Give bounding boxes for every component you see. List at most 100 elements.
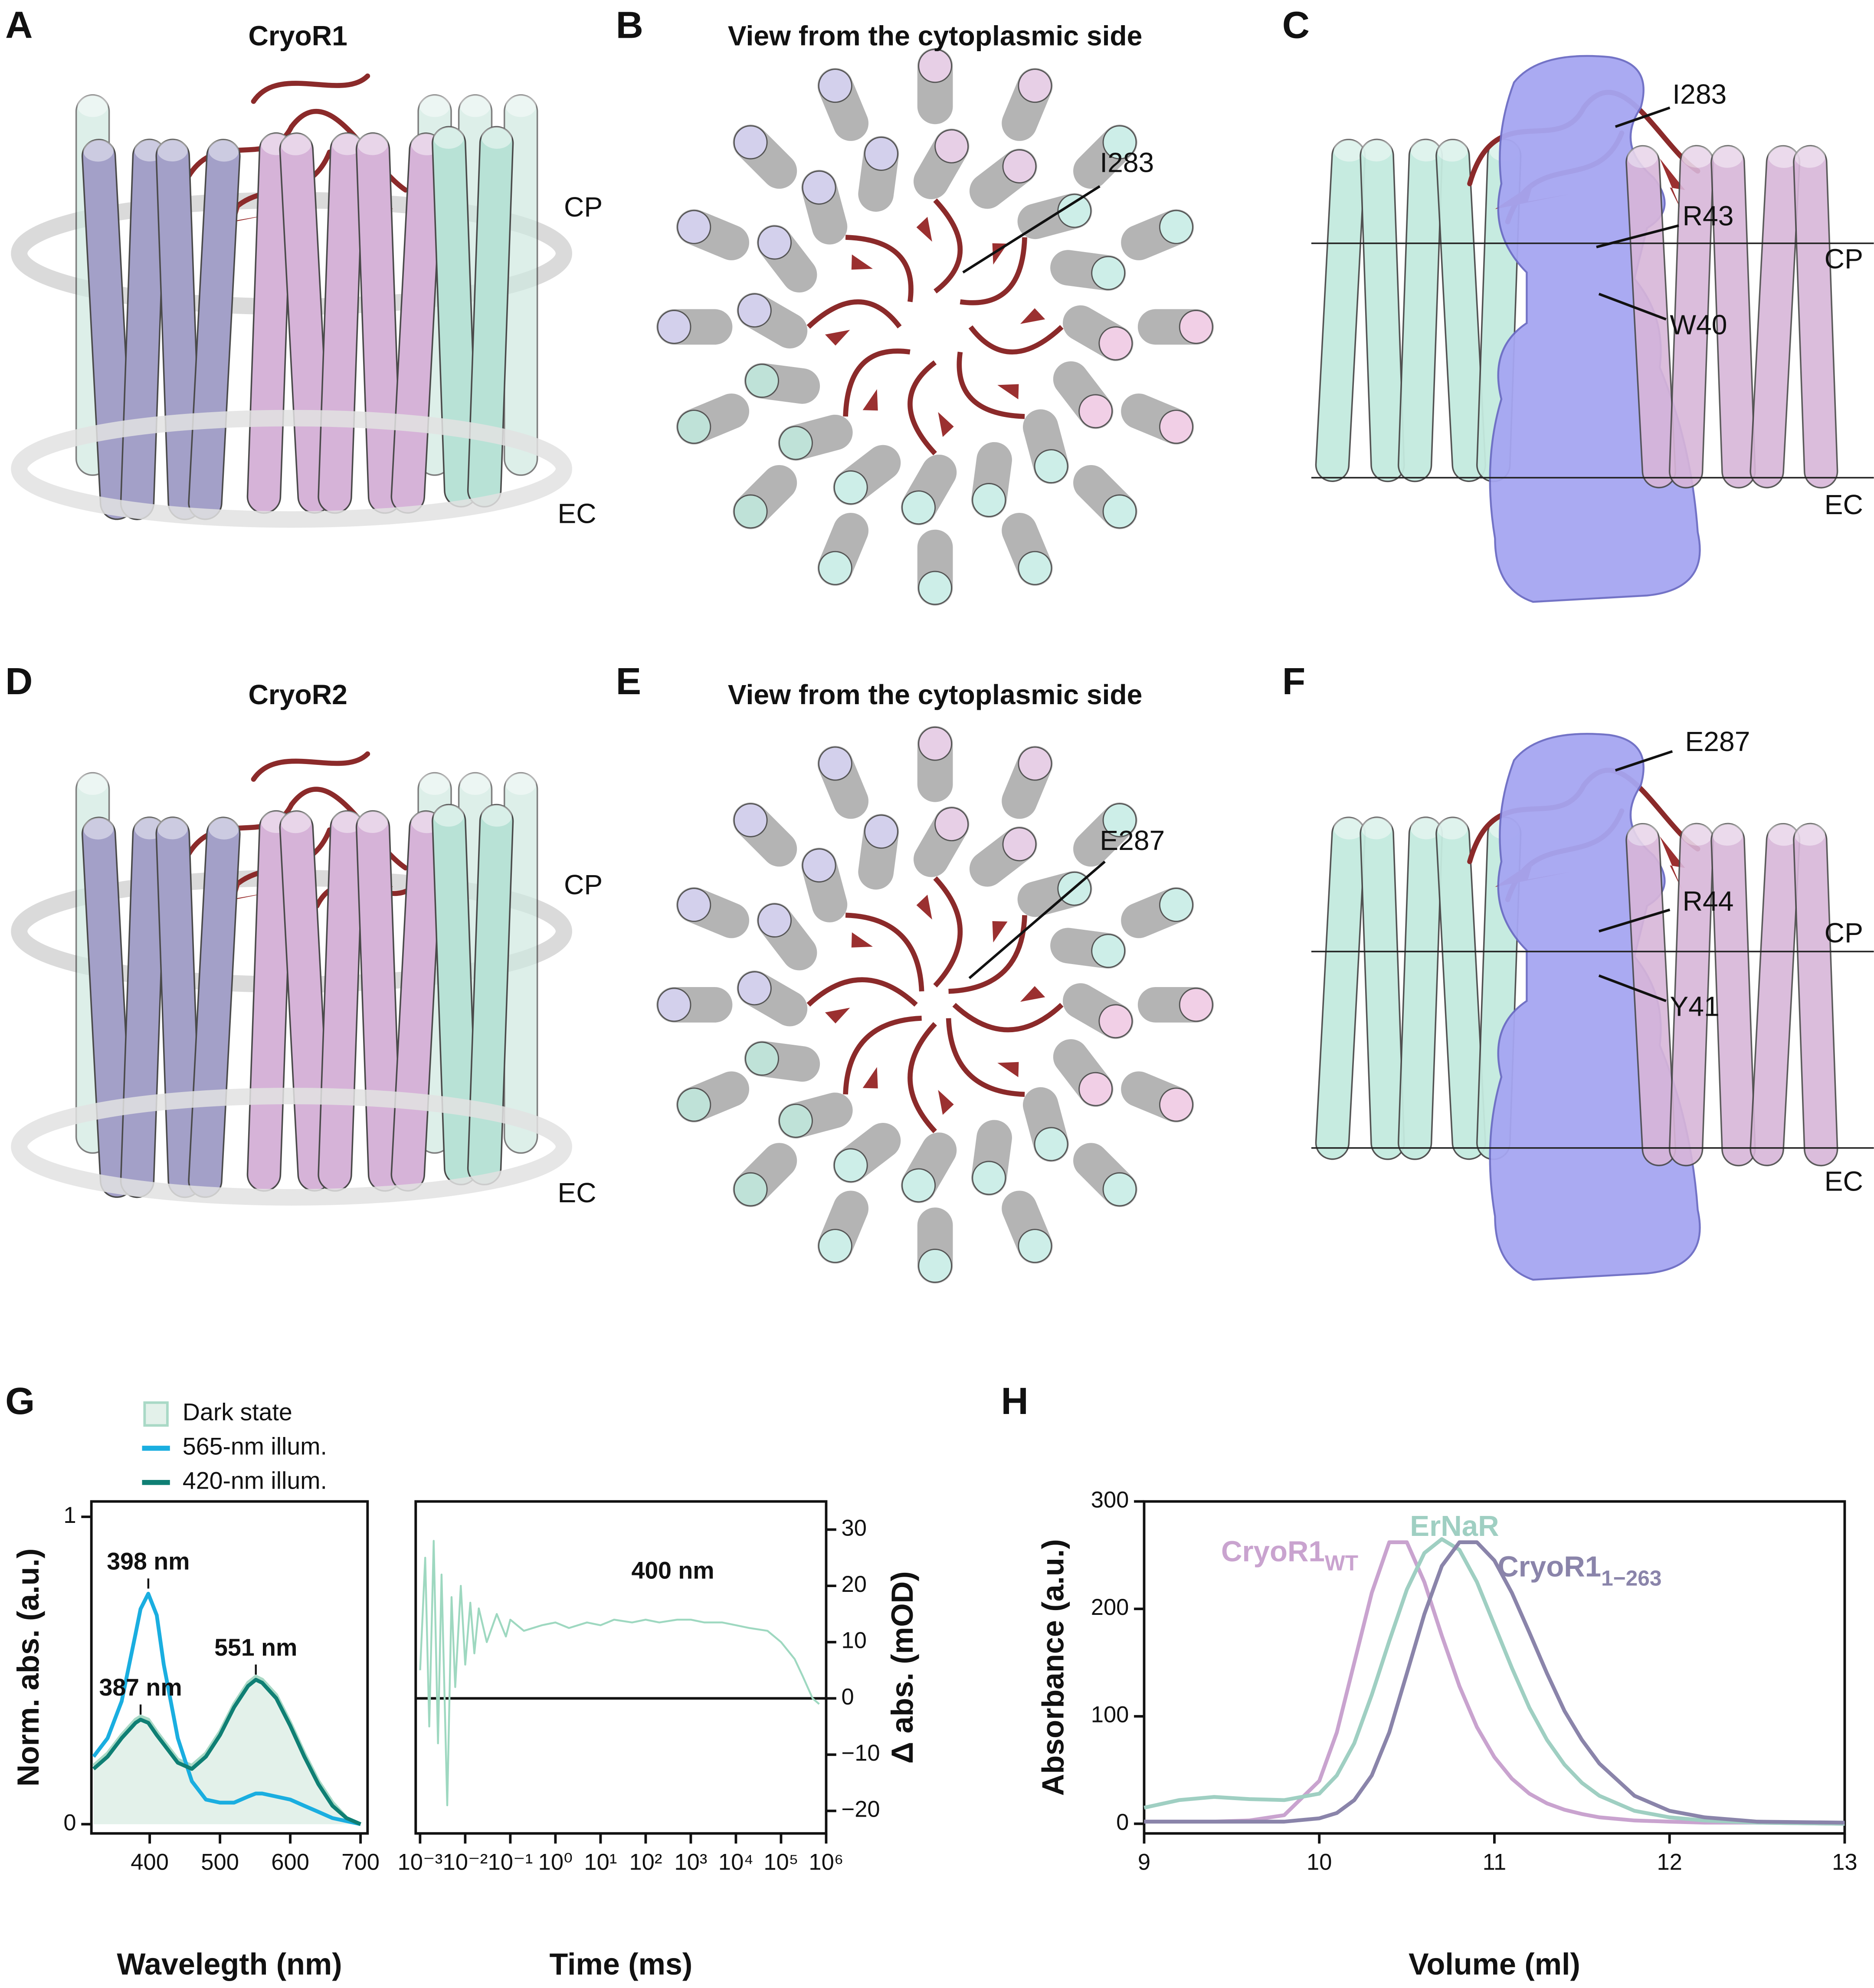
loop: [843, 348, 911, 417]
helix-cap: [1712, 823, 1743, 846]
helix: [778, 1092, 853, 1139]
helix-body: [1073, 1143, 1137, 1207]
helix-body: [1750, 823, 1801, 1166]
annotation: W40: [1670, 309, 1727, 340]
annotation: EC: [1825, 1166, 1863, 1197]
annotation: R43: [1683, 200, 1734, 231]
helix-cap: [1002, 149, 1037, 184]
helix-body: [733, 1143, 797, 1207]
helix-cap: [1098, 326, 1133, 361]
helix: [1360, 817, 1405, 1160]
panel-label: E: [616, 660, 641, 702]
helix-body: [1073, 465, 1137, 529]
helix: [1121, 394, 1194, 445]
helix-cap: [1102, 125, 1137, 160]
helix: [1625, 145, 1676, 489]
y-tick-label: 0: [1116, 1809, 1129, 1835]
helix-cap: [737, 293, 772, 328]
beta-strand: [916, 895, 932, 920]
line: [92, 1678, 361, 1826]
helix-body: [1793, 145, 1838, 489]
helix-cap: [1057, 194, 1092, 228]
helix: [917, 726, 953, 802]
helix-cap: [1361, 139, 1392, 162]
helix-cap: [433, 127, 464, 149]
x-tick-label: 10²: [629, 1850, 662, 1875]
beta-strand: [997, 1062, 1019, 1077]
helix: [1710, 145, 1756, 489]
helix: [1073, 802, 1137, 867]
helix-cap: [818, 1229, 852, 1263]
annotation: 551 nm: [214, 1634, 297, 1661]
helix-cap: [505, 773, 536, 795]
helix: [1397, 817, 1443, 1160]
helix: [1002, 1191, 1053, 1264]
x-tick-label: 10³: [674, 1850, 707, 1875]
beta-strand: [851, 254, 873, 270]
helix: [817, 513, 869, 586]
helix-body: [1315, 817, 1366, 1160]
helix-cap: [357, 133, 388, 155]
helix-cap: [1102, 803, 1137, 837]
x-tick-label: 10⁻³: [398, 1850, 443, 1875]
beta-strand: [997, 384, 1019, 400]
x-axis-label: Time (ms): [550, 1947, 693, 1981]
y-tick-label: 30: [842, 1515, 867, 1541]
helix: [503, 94, 538, 476]
helix-body: [1397, 138, 1443, 482]
loop: [946, 1018, 1025, 1097]
helix-cap: [818, 746, 852, 781]
panel-label: A: [5, 3, 33, 46]
line: [92, 1591, 361, 1826]
helix-body: [1750, 145, 1801, 489]
helix-cap: [1018, 69, 1052, 103]
helix-cap: [1681, 823, 1712, 846]
loop: [908, 360, 937, 456]
helix-cap: [1159, 1087, 1193, 1122]
helix-cap: [972, 483, 1006, 517]
helix-cap: [1002, 827, 1037, 862]
helix-cap: [1091, 934, 1126, 968]
helix: [737, 292, 808, 349]
helix-cap: [1179, 310, 1213, 344]
helix-body: [1360, 817, 1405, 1160]
helix-body: [1793, 823, 1838, 1167]
helix: [917, 1207, 953, 1284]
helix: [1073, 1143, 1137, 1207]
helix-cap: [677, 888, 711, 922]
loop: [968, 325, 1064, 354]
helix: [1063, 305, 1134, 361]
helix-cap: [481, 127, 512, 149]
beta-strand: [851, 932, 873, 948]
beta-strand: [916, 217, 932, 242]
helix-body: [1710, 823, 1756, 1167]
y-axis-label: Absorbance (a.u.): [1036, 1539, 1070, 1796]
x-tick-label: 9: [1138, 1850, 1150, 1875]
callout: [1598, 974, 1667, 1002]
annotation: I283: [1100, 147, 1154, 178]
annotation: CP: [564, 869, 603, 900]
annotation: Y41: [1670, 991, 1719, 1022]
helix-body: [1625, 145, 1676, 489]
y-tick-label: 10: [842, 1628, 867, 1653]
panel-title: CryoR1: [248, 20, 347, 52]
helix: [1053, 1039, 1114, 1107]
panel-title: View from the cytoplasmic side: [728, 20, 1143, 52]
helix-cap: [737, 971, 772, 1006]
helix: [801, 847, 848, 922]
annotation: E287: [1100, 825, 1165, 856]
helix-cap: [1098, 1004, 1133, 1039]
helix-cap: [208, 139, 239, 162]
helix-cap: [972, 1161, 1006, 1195]
beta-strand: [825, 330, 850, 346]
annotation: E287: [1685, 726, 1750, 757]
helix-cap: [1437, 817, 1468, 840]
helix-cap: [802, 848, 836, 883]
helix-cap: [505, 95, 536, 117]
beta-strand: [1660, 836, 1685, 891]
callout: [1615, 106, 1671, 128]
helix-cap: [757, 903, 792, 938]
x-tick-label: 10: [1307, 1850, 1332, 1875]
helix-cap: [757, 225, 792, 260]
helix: [676, 394, 750, 445]
